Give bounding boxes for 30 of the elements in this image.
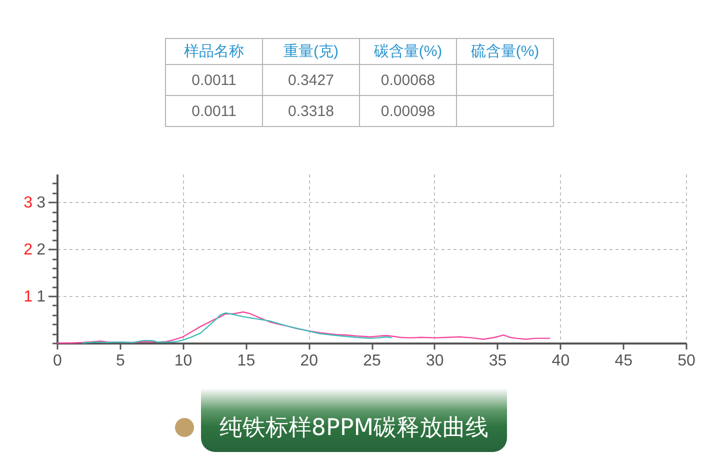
- x-tick-label: 10: [174, 352, 192, 370]
- line-series: [82, 312, 392, 344]
- x-tick-label: 5: [116, 352, 125, 370]
- text: 0.00098: [380, 102, 436, 120]
- category-label: 碳含量(%): [360, 38, 456, 64]
- x-tick-label: 15: [237, 352, 256, 370]
- text: 0.0011: [192, 102, 236, 120]
- y-tick-label: 2: [24, 242, 33, 259]
- line-series: [56, 311, 551, 344]
- y-tick-label: 3: [24, 194, 33, 212]
- x-tick-label: 35: [488, 352, 507, 370]
- x-tick-label: 50: [678, 352, 696, 370]
- text: 纯铁标样8PPM碳释放曲线: [218, 414, 490, 443]
- category-label: 硫含量(%): [456, 38, 554, 64]
- text: 0.3427: [288, 72, 334, 88]
- x-tick-label: 0: [53, 352, 62, 370]
- text: 0.0011: [192, 72, 236, 88]
- x-tick-label: 45: [614, 352, 633, 370]
- text: 0.00068: [380, 72, 436, 88]
- x-tick-label: 40: [552, 352, 570, 370]
- category-label: 样品名称: [166, 38, 262, 64]
- y2-tick-label: 3: [36, 194, 46, 212]
- y-tick-label: 1: [24, 288, 33, 306]
- y2-tick-label: 1: [36, 288, 46, 306]
- x-tick-label: 25: [363, 352, 381, 370]
- x-tick-label: 20: [300, 352, 318, 370]
- x-tick-label: 30: [426, 352, 444, 370]
- y2-tick-label: 2: [36, 242, 46, 259]
- category-label: 重量(克): [262, 38, 360, 64]
- text: 0.3318: [288, 102, 334, 120]
